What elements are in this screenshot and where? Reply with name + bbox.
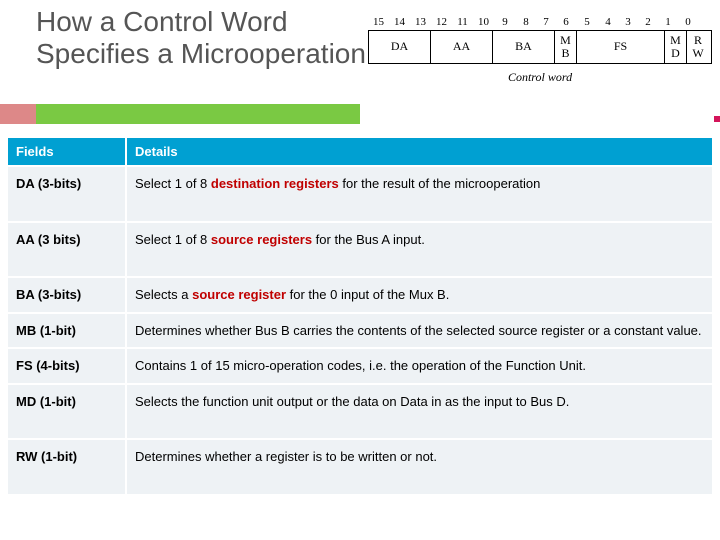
- control-word-diagram: 1514131211109876543210 DAAABAM BFSM DR W…: [368, 16, 712, 85]
- bit-number: 8: [516, 16, 536, 28]
- bit-number: 11: [452, 16, 473, 28]
- header-fields: Fields: [8, 138, 126, 166]
- table-row: MB (1-bit)Determines whether Bus B carri…: [8, 313, 712, 349]
- right-accent-dot: [714, 116, 720, 122]
- bit-number: 3: [618, 16, 638, 28]
- field-cell: MD (1-bit): [8, 384, 126, 440]
- field-cell: AA (3 bits): [8, 222, 126, 278]
- field-cell: BA (3-bits): [8, 277, 126, 313]
- bit-number: 0: [678, 16, 698, 28]
- bit-number: 10: [473, 16, 494, 28]
- bit-number: 13: [410, 16, 431, 28]
- bit-number: 2: [638, 16, 658, 28]
- bit-number: 15: [368, 16, 389, 28]
- bit-number: 5: [576, 16, 598, 28]
- bit-number: 12: [431, 16, 452, 28]
- highlight-text: source register: [192, 287, 286, 302]
- highlight-text: destination registers: [211, 176, 339, 191]
- details-cell: Selects the function unit output or the …: [126, 384, 712, 440]
- table-body: DA (3-bits)Select 1 of 8 destination reg…: [8, 166, 712, 494]
- bit-number: 1: [658, 16, 678, 28]
- field-cell: DA (3-bits): [8, 166, 126, 222]
- table-row: FS (4-bits)Contains 1 of 15 micro-operat…: [8, 348, 712, 384]
- details-cell: Selects a source register for the 0 inpu…: [126, 277, 712, 313]
- control-word-cell: M D: [665, 31, 687, 63]
- bit-number: 7: [536, 16, 556, 28]
- control-word-cell: FS: [577, 31, 665, 63]
- control-word-cell: BA: [493, 31, 555, 63]
- table-row: BA (3-bits)Selects a source register for…: [8, 277, 712, 313]
- control-word-cell: AA: [431, 31, 493, 63]
- field-cell: FS (4-bits): [8, 348, 126, 384]
- details-cell: Select 1 of 8 source registers for the B…: [126, 222, 712, 278]
- fields-table: Fields Details DA (3-bits)Select 1 of 8 …: [8, 138, 712, 494]
- field-cell: MB (1-bit): [8, 313, 126, 349]
- field-cell: RW (1-bit): [8, 439, 126, 494]
- bit-number: 9: [494, 16, 516, 28]
- green-accent-bar: [0, 104, 360, 124]
- table-header-row: Fields Details: [8, 138, 712, 166]
- table-row: AA (3 bits)Select 1 of 8 source register…: [8, 222, 712, 278]
- control-word-cell: R W: [687, 31, 709, 63]
- table-row: DA (3-bits)Select 1 of 8 destination reg…: [8, 166, 712, 222]
- control-word-cell: DA: [369, 31, 431, 63]
- highlight-text: source registers: [211, 232, 312, 247]
- control-word-cell: M B: [555, 31, 577, 63]
- details-cell: Determines whether a register is to be w…: [126, 439, 712, 494]
- bit-number: 6: [556, 16, 576, 28]
- details-cell: Contains 1 of 15 micro-operation codes, …: [126, 348, 712, 384]
- control-word-row: DAAABAM BFSM DR W: [368, 30, 712, 64]
- table-row: RW (1-bit)Determines whether a register …: [8, 439, 712, 494]
- header-details: Details: [126, 138, 712, 166]
- bit-number: 14: [389, 16, 410, 28]
- control-word-caption: Control word: [368, 70, 712, 85]
- bit-number: 4: [598, 16, 618, 28]
- pink-accent-bar: [0, 104, 36, 124]
- details-cell: Determines whether Bus B carries the con…: [126, 313, 712, 349]
- bit-number-row: 1514131211109876543210: [368, 16, 712, 28]
- table-row: MD (1-bit)Selects the function unit outp…: [8, 384, 712, 440]
- details-cell: Select 1 of 8 destination registers for …: [126, 166, 712, 222]
- page-title: How a Control Word Specifies a Microoper…: [36, 6, 366, 70]
